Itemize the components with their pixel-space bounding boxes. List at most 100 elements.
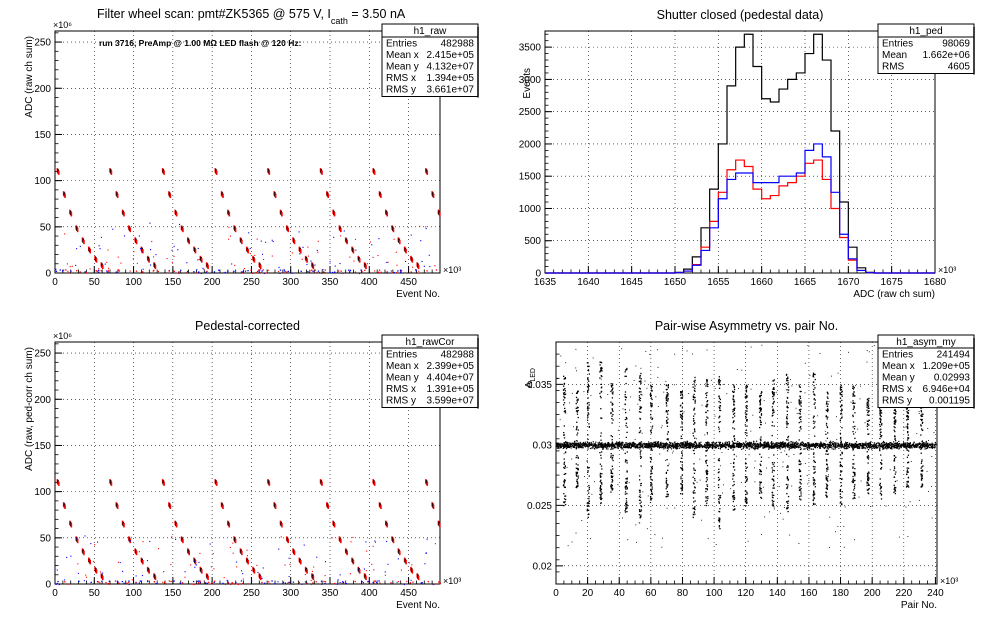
data-point [743,443,745,445]
data-point [651,486,653,488]
data-point [173,580,175,582]
data-point [719,380,721,382]
data-point [601,443,604,446]
data-point [793,443,795,446]
data-point [846,445,848,447]
data-point [681,484,684,486]
data-point [129,227,132,233]
data-point [908,444,911,446]
data-point [578,443,580,445]
data-point [651,405,653,407]
data-point [666,411,668,413]
data-point [324,269,326,271]
data-point [651,465,654,468]
data-point [117,582,119,584]
data-point [587,471,589,473]
data-point [835,442,837,444]
data-point [682,444,684,446]
data-point [755,447,757,449]
data-point [705,444,707,447]
data-point [557,444,559,446]
data-point [733,443,735,446]
data-point [393,271,395,274]
data-point [594,443,596,445]
data-point [173,255,175,257]
data-point [630,442,632,444]
data-point [832,446,834,448]
data-point [749,445,751,447]
data-point [682,443,684,446]
data-point [931,443,933,445]
data-point [588,466,590,469]
data-point [857,445,859,447]
data-point [893,445,895,447]
data-point [827,446,829,448]
data-point [175,538,177,540]
data-point [587,448,589,450]
data-point [564,479,566,482]
data-point [199,552,201,554]
data-point [925,448,927,450]
y-axis-label: ADC (raw ch sum) [24,36,35,118]
data-point [611,465,613,467]
data-point [758,444,760,446]
data-point [582,441,584,444]
data-point [779,442,781,444]
x-axis-multiplier: ×10³ [938,265,956,275]
data-point [920,444,922,446]
data-point [612,410,614,412]
data-point [776,442,778,444]
data-point [411,258,414,263]
data-point [692,445,694,447]
data-point [625,447,627,449]
data-point [664,446,667,449]
data-point [148,569,150,574]
data-point [707,385,709,388]
data-point [660,445,662,447]
data-point [611,456,614,459]
data-point [625,424,627,427]
x-tick-label: 40 [614,588,626,599]
data-point [650,442,652,444]
data-point [685,446,688,448]
data-point [751,443,753,446]
data-point [649,460,652,463]
data-point [637,444,639,446]
data-point [895,444,898,446]
data-point [737,440,739,443]
data-point [418,270,420,272]
data-point [624,452,626,455]
data-point [638,397,641,399]
data-point [253,258,256,263]
data-point [706,392,708,394]
data-point [366,550,368,552]
data-point [825,444,827,446]
data-point [795,446,798,448]
data-point [590,443,592,445]
data-point [624,485,627,488]
data-point [645,446,647,448]
data-point [693,396,695,398]
data-point [779,444,781,446]
data-point [649,442,651,444]
data-point [556,443,558,445]
data-point [853,445,856,447]
data-point [567,446,569,449]
x-axis-label: Event No. [396,289,440,300]
data-point [740,443,742,445]
data-point [880,443,882,445]
data-point [669,444,671,446]
data-point [640,509,643,511]
stats-box-name: h1_raw [414,26,448,37]
panel-raw-adc: 0 50 100 150 200 250 300 350 400 450 0 50 100 150 200 2… [0,0,498,311]
data-point [683,446,685,448]
data-point [743,442,745,444]
data-point [560,446,562,448]
data-point [564,467,566,469]
data-point [563,383,565,385]
data-point [680,468,683,470]
data-point [762,447,764,449]
data-point [234,264,236,267]
data-point [604,444,607,446]
data-point [848,446,850,448]
